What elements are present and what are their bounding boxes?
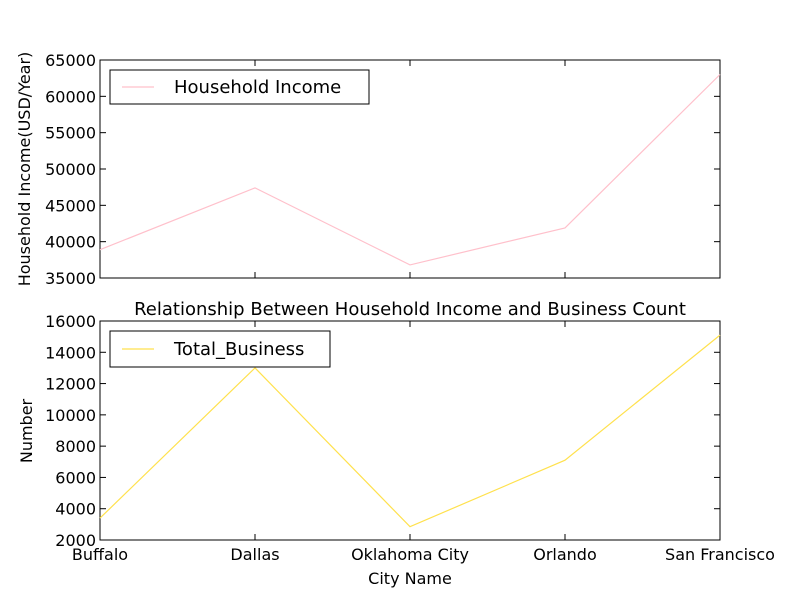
business-x-axis-label: City Name: [368, 569, 452, 588]
y-tick-label: 6000: [55, 468, 96, 487]
y-tick-label: 2000: [55, 531, 96, 550]
y-tick-label: 16000: [45, 312, 96, 331]
business-x-ticks: Buffalo Dallas Oklahoma City Orlando San Fra…: [72, 321, 775, 564]
business-y-axis-label: Number: [17, 398, 36, 463]
income-y-ticks: 35000 40000 45000 50000 55000 60000 65000: [45, 51, 720, 288]
y-tick-label: 55000: [45, 124, 96, 143]
x-tick-label: Orlando: [533, 545, 597, 564]
business-legend: Total_Business: [109, 330, 331, 368]
x-tick-label: San Francisco: [665, 545, 775, 564]
income-panel: 35000 40000 45000 50000 55000 60000 65000 Hous…: [15, 51, 721, 288]
household-income-line: [99, 74, 721, 266]
y-tick-label: 8000: [55, 437, 96, 456]
x-tick-label: Oklahoma City: [351, 545, 469, 564]
income-x-ticks: [99, 60, 721, 278]
y-tick-label: 60000: [45, 87, 96, 106]
total-business-line: [99, 334, 721, 528]
y-tick-label: 10000: [45, 406, 96, 425]
x-tick-label: Dallas: [230, 545, 279, 564]
income-y-axis-label: Household Income(USD/Year): [15, 52, 34, 287]
business-chart-title: Relationship Between Household Income an…: [134, 299, 686, 320]
y-tick-label: 12000: [45, 375, 96, 394]
y-tick-label: 14000: [45, 343, 96, 362]
x-tick-label: Buffalo: [72, 545, 128, 564]
business-legend-label: Total_Business: [173, 339, 304, 360]
y-tick-label: 40000: [45, 233, 96, 252]
income-legend: Household Income: [109, 69, 370, 105]
y-tick-label: 35000: [45, 269, 96, 288]
business-panel: Relationship Between Household Income an…: [17, 299, 775, 588]
income-legend-label: Household Income: [174, 77, 341, 98]
y-tick-label: 50000: [45, 160, 96, 179]
y-tick-label: 4000: [55, 500, 96, 519]
y-tick-label: 45000: [45, 196, 96, 215]
y-tick-label: 65000: [45, 51, 96, 70]
business-y-ticks: 2000 4000 6000 8000 10000 12000 14000 16000: [45, 312, 720, 550]
